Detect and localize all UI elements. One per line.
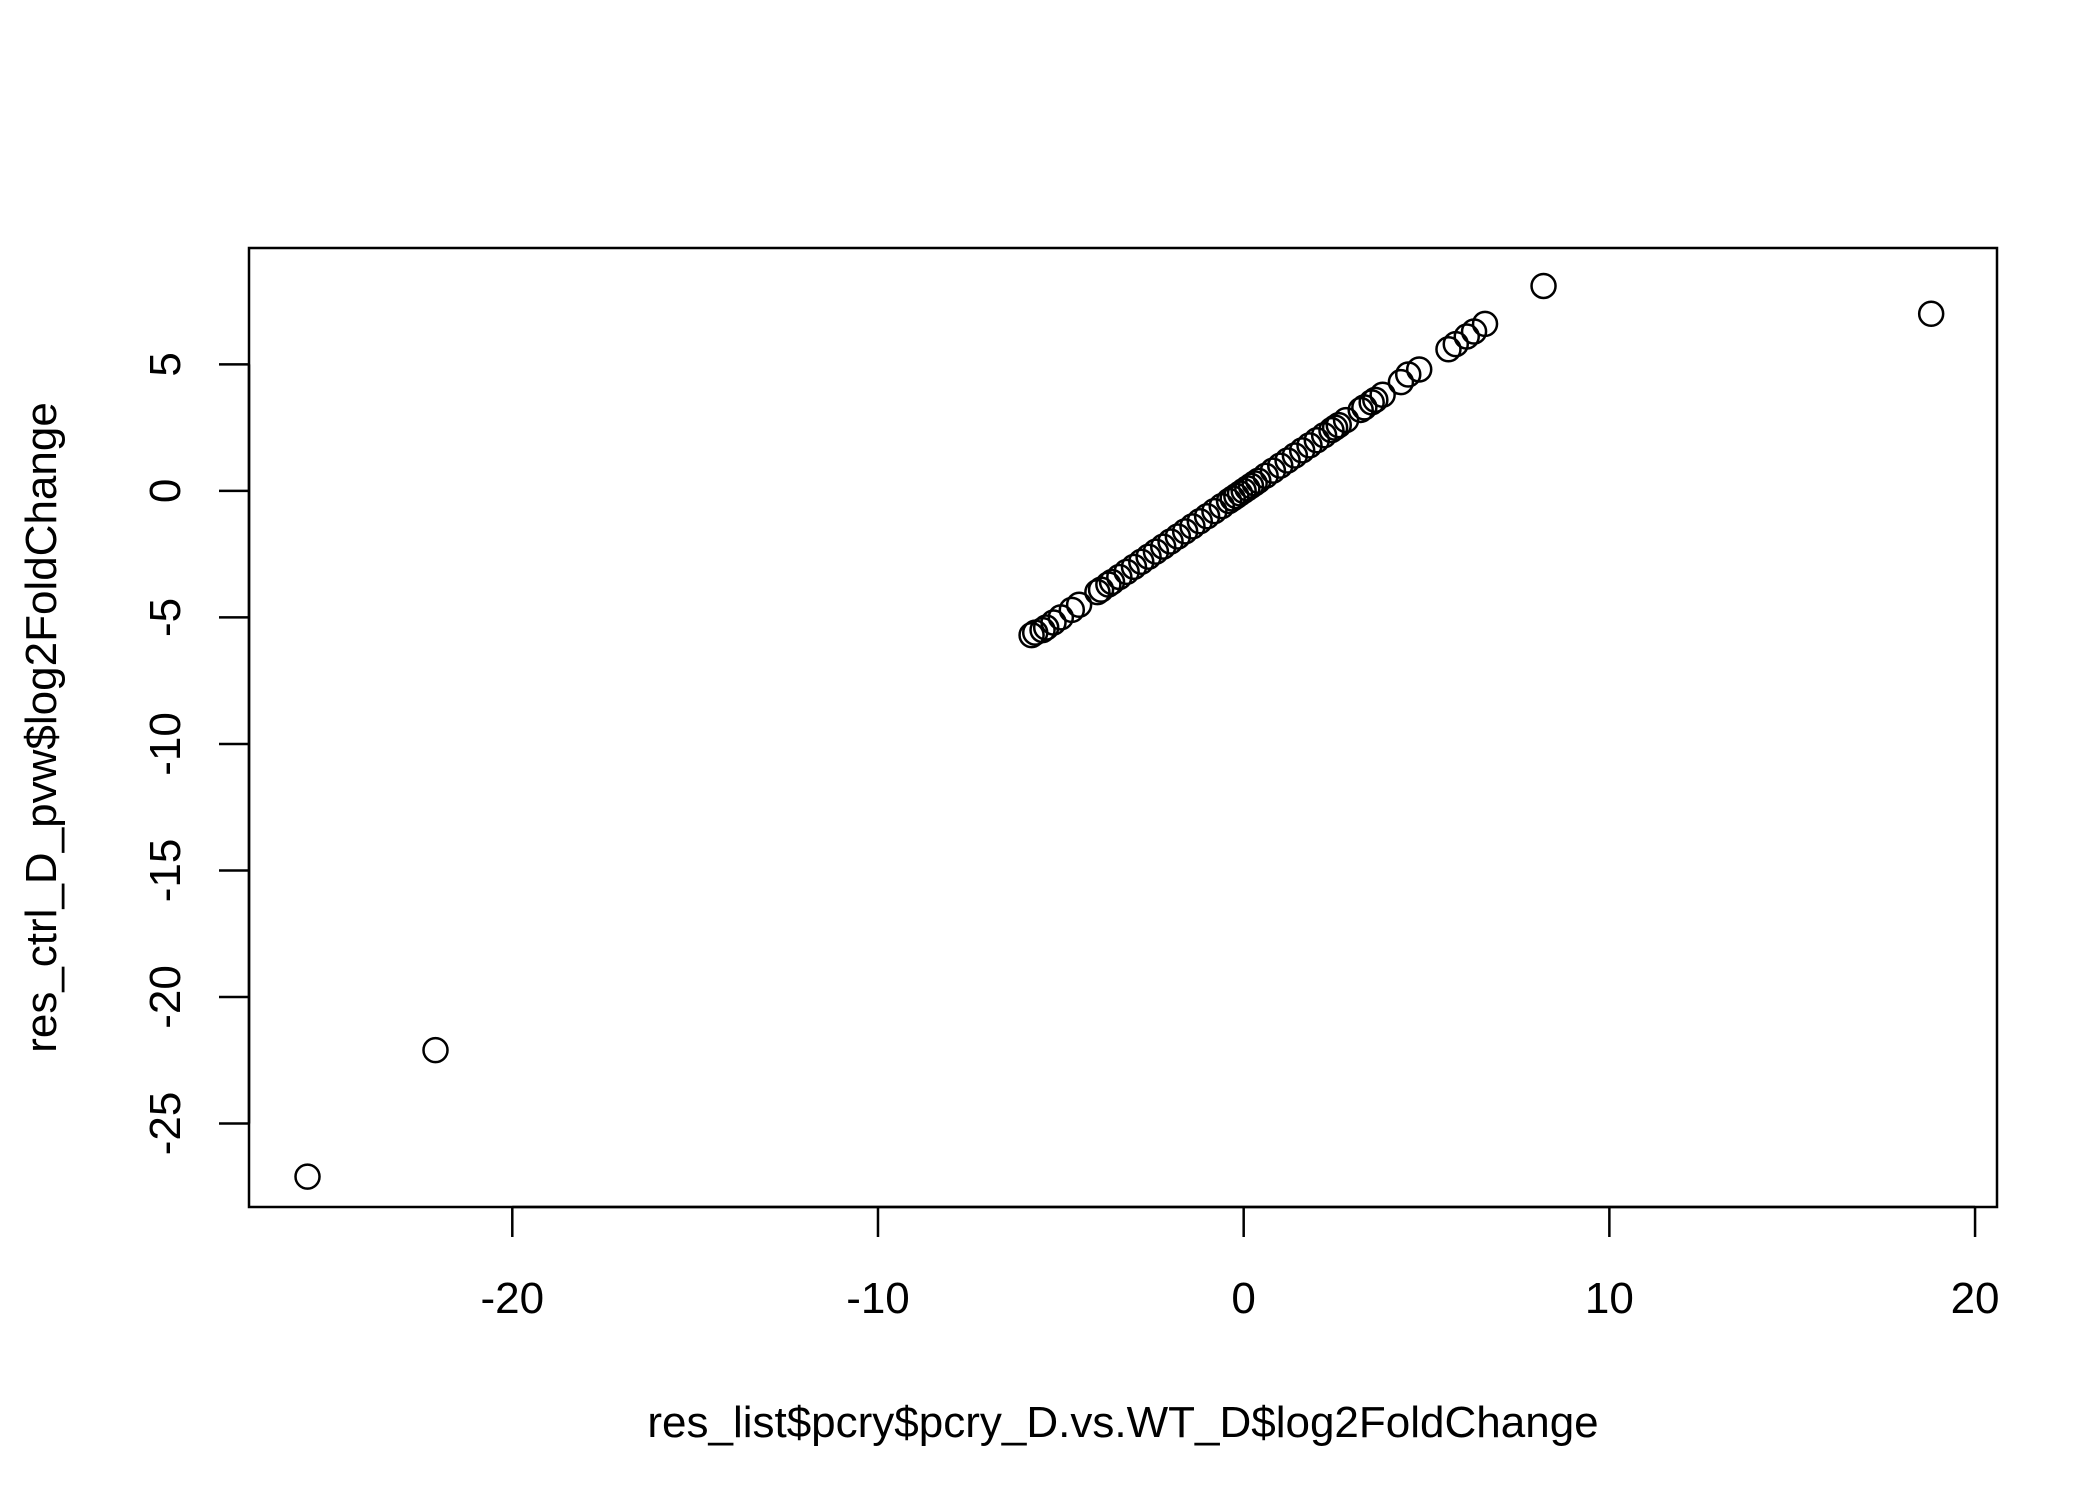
data-point: [1310, 421, 1338, 449]
data-point: [1201, 497, 1228, 525]
data-point: [1021, 619, 1049, 646]
data-point: [1087, 576, 1115, 603]
data-point: [1917, 300, 1945, 328]
data-point: [1157, 528, 1184, 555]
data-point: [1186, 508, 1214, 535]
data-point: [1208, 492, 1235, 520]
data-point: [1179, 513, 1206, 540]
data-point: [1223, 482, 1250, 510]
data-point: [1394, 361, 1422, 388]
data-point: [1128, 548, 1155, 576]
data-point: [422, 1036, 449, 1064]
data-point: [1281, 442, 1309, 469]
data-point: [1171, 518, 1199, 545]
y-axis-title: res_ctrl_D_pvw$log2FoldChange: [17, 402, 66, 1053]
x-tick-label: 0: [1231, 1274, 1255, 1323]
data-point: [1387, 368, 1415, 396]
data-point: [1288, 437, 1316, 464]
data-point: [1347, 396, 1374, 424]
y-tick-label: -5: [141, 598, 190, 637]
y-axis: -25 -20 -15 -10 -5 0 5: [141, 352, 251, 1156]
data-point: [1318, 416, 1345, 444]
data-point: [1142, 538, 1170, 565]
data-point: [1325, 411, 1353, 439]
data-point: [1135, 543, 1162, 570]
data-point: [1442, 330, 1470, 358]
data-point: [1120, 553, 1148, 581]
data-point: [1065, 591, 1093, 619]
y-tick-label: 5: [141, 352, 190, 376]
data-points: [294, 272, 1945, 1190]
y-tick-label: -10: [141, 712, 190, 776]
data-point: [1435, 335, 1462, 363]
data-point: [1018, 621, 1045, 649]
x-tick-label: 20: [1951, 1274, 2000, 1323]
data-point: [1215, 487, 1243, 515]
x-tick-label: 10: [1585, 1274, 1634, 1323]
data-point: [1274, 447, 1301, 474]
data-point: [1259, 457, 1287, 484]
x-tick-label: -10: [846, 1274, 910, 1323]
data-point: [1530, 272, 1557, 300]
data-point: [1047, 604, 1075, 631]
data-point: [1113, 558, 1140, 586]
data-point: [294, 1163, 321, 1190]
y-tick-label: -20: [141, 965, 190, 1029]
data-point: [1460, 318, 1488, 345]
data-point: [1149, 533, 1177, 560]
y-tick-label: -15: [141, 839, 190, 903]
x-tick-label: -20: [481, 1274, 545, 1323]
y-tick-label: -25: [141, 1092, 190, 1156]
data-point: [1084, 578, 1111, 606]
plot-frame: [247, 246, 1999, 1209]
data-point: [1266, 452, 1294, 479]
data-point: [1303, 427, 1331, 454]
x-axis-title: res_list$pcry$pcry_D.vs.WT_D$log2FoldCha…: [647, 1398, 1598, 1447]
y-tick-label: 0: [141, 479, 190, 503]
x-axis: -20 -10 0 10 20: [481, 1205, 2000, 1323]
data-point: [1193, 502, 1221, 530]
data-point: [1351, 394, 1378, 421]
data-point: [1164, 523, 1192, 550]
data-point: [1296, 432, 1323, 459]
